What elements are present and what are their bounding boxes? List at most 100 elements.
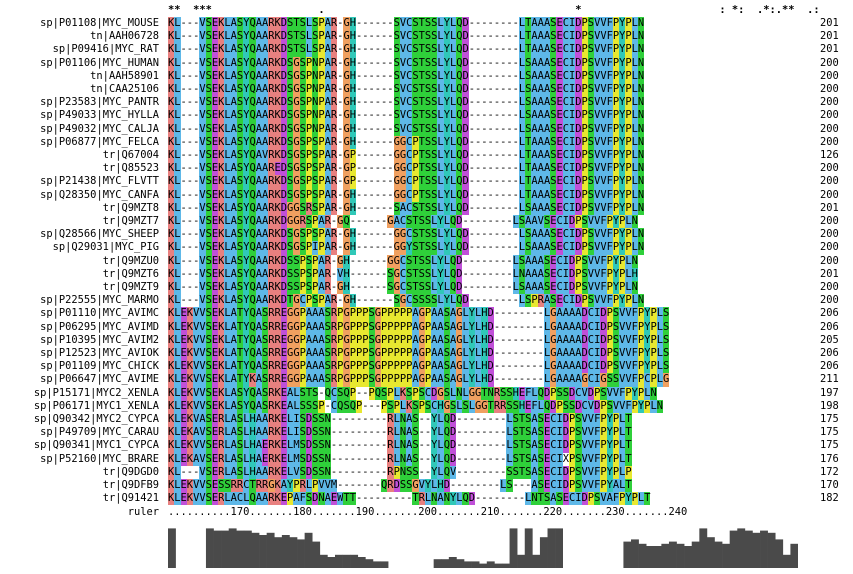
sequence-end-position: 176 bbox=[820, 452, 839, 465]
sequence-residues: KLEKVVSEKLATYQASRREGGPAAASRPGPPPSGPPPPPA… bbox=[168, 347, 670, 361]
sequence-end-position: 200 bbox=[820, 188, 839, 201]
sequence-residues: KLEKVVSESSRRCTRRGKAYPRLPVVM-------QRDSSG… bbox=[168, 479, 632, 493]
sequence-residues: KL---VSEKLASYQAVRKDSGSPSPAR-GP------GGCP… bbox=[168, 149, 645, 163]
sequence-end-position: 200 bbox=[820, 162, 839, 175]
conservation-bar bbox=[714, 541, 723, 568]
conservation-bar bbox=[259, 535, 267, 568]
conservation-bar bbox=[729, 530, 738, 568]
sequence-name: sp|P01106|MYC_HUMAN bbox=[40, 56, 159, 69]
sequence-residues: KL---VSEKLASYQAARKDSSPSPAR-GH------SGCST… bbox=[168, 281, 638, 295]
sequence-name: sp|P06171|MYC1_XENLA bbox=[33, 399, 159, 412]
conservation-bar bbox=[304, 532, 313, 568]
conservation-bar bbox=[312, 541, 321, 568]
sequence-name: sp|P06877|MYC_FELCA bbox=[40, 135, 159, 148]
sequence-residues: KLEKAVSERLASLHAERKELMSDSSN---------RLNAS… bbox=[168, 452, 632, 466]
conservation-bar bbox=[767, 532, 776, 568]
sequence-name: tn|AAH58901 bbox=[90, 69, 159, 82]
sequence-end-position: 201 bbox=[820, 17, 839, 29]
sequence-end-position: 200 bbox=[820, 83, 839, 95]
sequence-name: tr|Q85523 bbox=[102, 162, 159, 175]
conservation-bar bbox=[782, 554, 791, 568]
sequence-end-position: 200 bbox=[820, 69, 839, 82]
conservation-bar bbox=[752, 532, 761, 568]
conservation-bar bbox=[722, 543, 730, 568]
sequence-end-position: 200 bbox=[820, 56, 839, 69]
conservation-bar bbox=[555, 528, 563, 568]
sequence-residues: KL---VSEKLASYQAARKDGGRSPAR-GQ------GACST… bbox=[168, 215, 638, 229]
sequence-end-position: 206 bbox=[820, 360, 839, 373]
conservation-bar bbox=[319, 554, 328, 568]
sequence-name: sp|Q90342|MYC2_CYPCA bbox=[33, 413, 159, 425]
sequence-name: sp|P22555|MYC_MARMO bbox=[40, 294, 159, 307]
conservation-bar bbox=[274, 537, 283, 568]
sequence-residues: KLEKVVSEKLASYQASRKEALSTS-QCSQP--PQSPLKSP… bbox=[168, 386, 657, 400]
sequence-name: sp|P12523|MYC_AVIOK bbox=[40, 347, 159, 359]
sequence-name: tr|Q9MZT7 bbox=[102, 215, 159, 227]
conservation-bar bbox=[448, 557, 457, 568]
sequence-residues: KLEKVVSEKLATYQASRREGGPAAASRPGPPPSGPPPPPA… bbox=[168, 333, 670, 347]
sequence-name: sp|P01108|MYC_MOUSE bbox=[40, 17, 159, 29]
sequence-end-position: 200 bbox=[820, 175, 839, 188]
sequence-residues: KL---VSEKLASYQAARKDSGSPSPAR-GH------GGCP… bbox=[168, 188, 645, 202]
conservation-bar bbox=[623, 541, 632, 568]
sequence-residues: KL---VSEKLASYQAARKDSGSPSPAR-GH------GGCS… bbox=[168, 228, 645, 242]
conservation-bar bbox=[532, 554, 541, 568]
sequence-name: sp|P06647|MYC_AVIME bbox=[40, 373, 159, 386]
conservation-bar bbox=[676, 543, 685, 568]
sequence-residues: KL---VSEKLASYQAARKDSGSPSPAR-GH------GGCP… bbox=[168, 135, 645, 149]
conservation-bar bbox=[342, 554, 351, 568]
sequence-end-position: 201 bbox=[820, 30, 839, 43]
sequence-end-position: 211 bbox=[820, 373, 839, 386]
conservation-bar bbox=[775, 539, 784, 568]
sequence-name: tr|Q9DGD0 bbox=[102, 465, 159, 478]
sequence-end-position: 175 bbox=[820, 426, 839, 439]
conservation-bar bbox=[441, 559, 450, 568]
sequence-end-position: 175 bbox=[820, 413, 839, 425]
sequence-residues: KLEKVVSEKLATYQASRREGGPAAASRPGPPPSGPPPPPA… bbox=[168, 320, 670, 334]
sequence-residues: KL---VSEKLASYQAARKDSTSLSPAR-GH------SVCS… bbox=[168, 17, 645, 31]
sequence-residues: KLEKVVSEKLATYQASRREGGPAAASRPGPPPSGPPPPPA… bbox=[168, 307, 670, 321]
sequence-name: tn|AAH06728 bbox=[90, 30, 159, 43]
conservation-bar bbox=[509, 528, 518, 568]
conservation-bar bbox=[744, 530, 753, 568]
ruler-scale: ..........170.......180.......190.......… bbox=[168, 506, 688, 518]
sequence-name: sp|P49032|MYC_CALJA bbox=[40, 122, 159, 135]
conservation-bar bbox=[539, 537, 548, 568]
sequence-name: tr|Q9MZU0 bbox=[102, 254, 159, 267]
conservation-bar bbox=[205, 528, 214, 568]
conservation-bar bbox=[380, 561, 389, 568]
sequence-end-position: 200 bbox=[820, 254, 839, 267]
sequence-name: sp|P21438|MYC_FLVTT bbox=[40, 175, 159, 188]
sequence-name: tr|Q9MZT9 bbox=[102, 281, 159, 293]
sequence-residues: KL---VSEKLASYQAARKDSSPSPAR-VH------SGCST… bbox=[168, 267, 638, 281]
sequence-end-position: 182 bbox=[820, 492, 839, 505]
conservation-bar bbox=[289, 537, 298, 568]
sequence-residues: KL---VSEKLASYQAARKDSGSPSPAR-GP------GGCP… bbox=[168, 175, 645, 189]
conservation-bar bbox=[524, 528, 533, 568]
sequence-residues: KL---VSEKLASYQAARKDSTSLSPAR-GH------SVCS… bbox=[168, 43, 645, 57]
sequence-end-position: 206 bbox=[820, 307, 839, 320]
sequence-name: sp|P09416|MYC_RAT bbox=[52, 43, 159, 56]
sequence-residues: KL---VSEKLASYQAARKDSTSLSPAR-GH------SVCS… bbox=[168, 30, 645, 44]
sequence-name: tr|Q67004 bbox=[102, 149, 159, 161]
sequence-end-position: 200 bbox=[820, 281, 839, 293]
conservation-bar bbox=[372, 561, 381, 568]
conservation-bar bbox=[236, 530, 245, 568]
sequence-residues: KL---VSEKLASYQAARKDSGSPNPAR-GH------SVCS… bbox=[168, 96, 645, 110]
conservation-bar bbox=[646, 546, 655, 568]
conservation-bar bbox=[706, 537, 715, 568]
sequence-residues: KLEKVASERLASLHAARKELISDSSN---------RLNAS… bbox=[168, 413, 632, 427]
conservation-bar bbox=[228, 528, 237, 568]
conservation-bar bbox=[266, 532, 275, 568]
sequence-end-position: 200 bbox=[820, 228, 839, 241]
sequence-end-position: 201 bbox=[820, 201, 839, 214]
conservation-bar bbox=[334, 554, 343, 568]
conservation-bar bbox=[661, 543, 670, 568]
sequence-name: sp|P15171|MYC2_XENLA bbox=[33, 386, 159, 399]
sequence-residues: KLEKVVSEKLATYQASRREGGPAAASRPGPPPSGPPPPPA… bbox=[168, 360, 670, 374]
sequence-end-position: 170 bbox=[820, 479, 839, 491]
sequence-name: sp|P52160|MYC_BRARE bbox=[40, 452, 159, 465]
conservation-bar bbox=[471, 561, 480, 568]
sequence-residues: KL---VSERLASLHAARKELVSDSSN---------RPNSS… bbox=[168, 465, 632, 479]
